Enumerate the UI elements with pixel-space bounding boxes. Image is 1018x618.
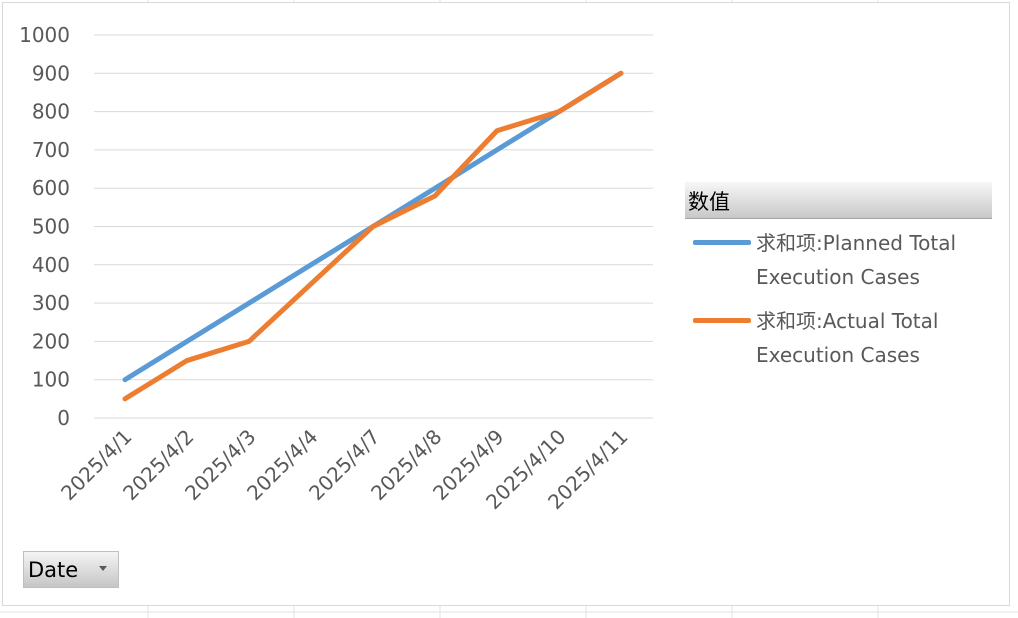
y-tick-label: 1000 — [19, 23, 70, 47]
chart-area[interactable] — [2, 2, 1010, 606]
y-tick-label: 400 — [32, 253, 70, 277]
y-axis-labels: 0 100 200 300 400 500 600 700 800 900 1000 — [19, 23, 70, 430]
legend-item-actual[interactable]: 求和项:Actual Total Execution Cases — [693, 304, 993, 374]
dropdown-arrow-icon[interactable] — [99, 566, 107, 571]
date-field-label: Date — [28, 558, 79, 582]
y-tick-label: 900 — [32, 61, 70, 85]
legend-label-planned-line1: 求和项:Planned Total — [756, 231, 957, 255]
legend-label-actual-line2: Execution Cases — [756, 343, 920, 367]
series-lines — [122, 70, 624, 402]
legend-header-label: 数值 — [688, 190, 730, 214]
legend-label-actual: 求和项:Actual Total Execution Cases — [756, 304, 996, 372]
y-tick-label: 700 — [32, 138, 70, 162]
y-tick-label: 800 — [32, 100, 70, 124]
x-axis-labels: 2025/4/12025/4/22025/4/32025/4/42025/4/7… — [56, 425, 632, 514]
series-line-actual[interactable] — [122, 70, 624, 402]
legend-header[interactable]: 数值 — [685, 182, 992, 219]
legend-label-planned: 求和项:Planned Total Execution Cases — [756, 226, 996, 294]
legend-swatch-actual — [693, 318, 751, 323]
y-tick-label: 200 — [32, 329, 70, 353]
y-tick-label: 500 — [32, 215, 70, 239]
date-field-button[interactable]: Date — [23, 551, 119, 588]
legend-label-planned-line2: Execution Cases — [756, 265, 920, 289]
y-tick-label: 600 — [32, 176, 70, 200]
legend-label-actual-line1: 求和项:Actual Total — [756, 309, 939, 333]
y-tick-label: 100 — [32, 368, 70, 392]
y-tick-label: 0 — [57, 406, 70, 430]
legend-swatch-planned — [693, 240, 751, 245]
y-tick-label: 300 — [32, 291, 70, 315]
legend-item-planned[interactable]: 求和项:Planned Total Execution Cases — [693, 226, 993, 296]
